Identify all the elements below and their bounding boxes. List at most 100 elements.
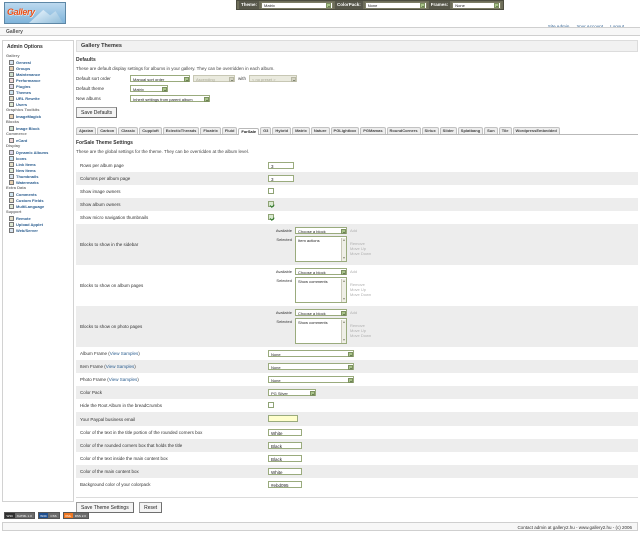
sidebar-item-new-items[interactable]: New Items: [6, 167, 71, 173]
sidebar-item-remote[interactable]: Remote: [6, 215, 71, 221]
sidebar-item-ecard[interactable]: eCard: [6, 137, 71, 143]
sidebar-item-imagemagick[interactable]: ImageMagick: [6, 113, 71, 119]
number-input[interactable]: 3: [268, 175, 294, 182]
color-input[interactable]: Black: [268, 455, 302, 462]
move-down-button[interactable]: Move Down: [350, 333, 372, 338]
logout-link[interactable]: Logout: [610, 24, 624, 29]
validation-badge[interactable]: W3C CSS: [37, 512, 60, 519]
colorpack-chooser-select[interactable]: None: [364, 1, 427, 9]
breadcrumb[interactable]: Gallery: [0, 27, 640, 36]
sidebar-item-link-items[interactable]: Link Items: [6, 161, 71, 167]
tab-forsale[interactable]: ForSale: [238, 127, 260, 135]
tab-nature[interactable]: Nature: [310, 126, 330, 134]
number-input[interactable]: 3: [268, 162, 294, 169]
validation-badge[interactable]: XML RSS 2.0: [62, 512, 89, 519]
sidebar-item-maintenance[interactable]: Maintenance: [6, 71, 71, 77]
tab-roundcorners[interactable]: RoundCorners: [386, 126, 421, 134]
selected-blocks-listbox[interactable]: Item actions: [295, 236, 347, 262]
sidebar-item-upload-applet[interactable]: Upload Applet: [6, 221, 71, 227]
available-block-select[interactable]: Choose a block: [295, 227, 347, 234]
checkbox[interactable]: [268, 214, 274, 220]
view-samples-link[interactable]: View Samples: [105, 364, 135, 369]
your-account-link[interactable]: Your Account: [577, 24, 603, 29]
tab-g3[interactable]: G3: [260, 126, 272, 134]
sidebar-item-plugins[interactable]: Plugins: [6, 83, 71, 89]
color-input[interactable]: White: [268, 468, 302, 475]
hide-root-checkbox[interactable]: [268, 402, 274, 408]
validation-badge[interactable]: W3C XHTML 1.0: [4, 512, 35, 519]
available-block-select[interactable]: Choose a block: [295, 268, 347, 275]
sidebar-item-groups[interactable]: Groups: [6, 65, 71, 71]
scrollbar[interactable]: [340, 319, 346, 343]
tab-wordpressembedded[interactable]: WordpressEmbedded: [512, 126, 560, 134]
tab-ajaxian[interactable]: Ajaxian: [76, 126, 97, 134]
colorpack-select[interactable]: PG Silver: [268, 389, 316, 396]
tab-pgmamas[interactable]: PGMamas: [360, 126, 386, 134]
tab-splatbang[interactable]: Splatbang: [457, 126, 484, 134]
tab-classic[interactable]: Classic: [118, 126, 139, 134]
tab-fluid[interactable]: Fluid: [221, 126, 238, 134]
move-up-button[interactable]: Move Up: [350, 328, 367, 333]
remove-block-button[interactable]: Remove: [350, 241, 365, 246]
tab-eclecticthreads[interactable]: EclecticThreads: [162, 126, 200, 134]
frame-select[interactable]: None: [268, 350, 354, 357]
remove-block-button[interactable]: Remove: [350, 323, 365, 328]
sidebar-item-comments[interactable]: Comments: [6, 191, 71, 197]
checkbox[interactable]: [268, 188, 274, 194]
frame-select[interactable]: None: [268, 363, 354, 370]
tab-matrix[interactable]: Matrix: [292, 126, 310, 134]
tab-hybrid[interactable]: Hybrid: [272, 126, 292, 134]
tab-tile[interactable]: Tile: [498, 126, 512, 134]
move-up-button[interactable]: Move Up: [350, 246, 367, 251]
tab-cupploft[interactable]: Cupploft: [139, 126, 162, 134]
available-block-select[interactable]: Choose a block: [295, 309, 347, 316]
save-defaults-button[interactable]: Save Defaults: [76, 107, 118, 118]
tab-carbon[interactable]: Carbon: [97, 126, 118, 134]
sort-direction-select[interactable]: Ascending: [193, 75, 235, 82]
scrollbar[interactable]: [340, 278, 346, 302]
tab-siriux[interactable]: Siriux: [421, 126, 439, 134]
frame-select[interactable]: None: [268, 376, 354, 383]
sidebar-item-custom-fields[interactable]: Custom Fields: [6, 197, 71, 203]
sidebar-item-url-rewrite[interactable]: URL Rewrite: [6, 95, 71, 101]
sidebar-item-thumbnails[interactable]: Thumbnails: [6, 173, 71, 179]
sidebar-item-watermarks[interactable]: Watermarks: [6, 179, 71, 185]
remove-block-button[interactable]: Remove: [350, 282, 365, 287]
default-sort-order-select[interactable]: Manual sort order: [130, 75, 190, 82]
color-input[interactable]: Black: [268, 442, 302, 449]
move-down-button[interactable]: Move Down: [350, 292, 372, 297]
tab-pglightbox[interactable]: PGLightbox: [330, 126, 360, 134]
selected-blocks-listbox[interactable]: Show comments: [295, 318, 347, 344]
preset-select[interactable]: < no preset >: [249, 75, 298, 82]
list-item[interactable]: Show comments: [298, 320, 328, 325]
color-input[interactable]: White: [268, 429, 302, 436]
sidebar-item-web-server[interactable]: Web/Server: [6, 227, 71, 233]
frames-chooser-select[interactable]: None: [452, 1, 501, 9]
add-block-button[interactable]: Add: [350, 310, 358, 315]
list-item[interactable]: Item actions: [298, 238, 320, 243]
add-block-button[interactable]: Add: [350, 228, 358, 233]
add-block-button[interactable]: Add: [350, 269, 358, 274]
sidebar-item-image-block[interactable]: Image Block: [6, 125, 71, 131]
sidebar-item-dynamic-albums[interactable]: Dynamic Albums: [6, 149, 71, 155]
view-samples-link[interactable]: View Samples: [109, 351, 139, 356]
scrollbar[interactable]: [340, 237, 346, 261]
sidebar-item-users[interactable]: Users: [6, 101, 71, 107]
default-theme-select[interactable]: Matrix: [130, 85, 168, 92]
sidebar-item-multilanguage[interactable]: MultiLanguage: [6, 203, 71, 209]
move-down-button[interactable]: Move Down: [350, 251, 372, 256]
tab-sun[interactable]: Sun: [484, 126, 498, 134]
move-up-button[interactable]: Move Up: [350, 287, 367, 292]
color-input[interactable]: #ebd095: [268, 481, 302, 488]
sidebar-item-icons[interactable]: Icons: [6, 155, 71, 161]
new-albums-select[interactable]: Inherit settings from parent album: [130, 95, 210, 102]
checkbox[interactable]: [268, 201, 274, 207]
tab-slider[interactable]: Slider: [439, 126, 457, 134]
tab-floatrix[interactable]: Floatrix: [200, 126, 221, 134]
theme-chooser-select[interactable]: Matrix: [261, 1, 333, 9]
site-admin-link[interactable]: Site Admin: [548, 24, 570, 29]
view-samples-link[interactable]: View Samples: [108, 377, 138, 382]
sidebar-item-performance[interactable]: Performance: [6, 77, 71, 83]
list-item[interactable]: Show comments: [298, 279, 328, 284]
selected-blocks-listbox[interactable]: Show comments: [295, 277, 347, 303]
